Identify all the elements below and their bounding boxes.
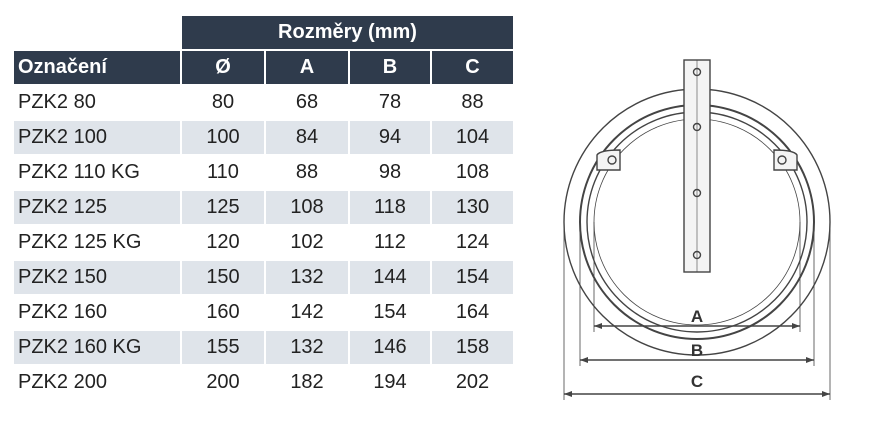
cell-value: 132 xyxy=(266,331,348,364)
cell-value: 84 xyxy=(266,121,348,154)
cell-value: 142 xyxy=(290,301,324,323)
row-name: PZK2 200 xyxy=(18,371,107,393)
column-header: A xyxy=(266,51,348,84)
cell-value: 68 xyxy=(295,91,319,113)
column-header: Označení xyxy=(14,51,180,84)
row-name: PZK2 100 xyxy=(14,121,180,154)
cell-value: 144 xyxy=(350,261,430,294)
group-header: Rozměry (mm) xyxy=(182,16,513,49)
cell-value: 120 xyxy=(206,231,240,253)
cell-value: 110 xyxy=(207,161,239,183)
cell-value: 78 xyxy=(378,91,402,113)
cell-value: 94 xyxy=(350,121,430,154)
cell-value: 130 xyxy=(432,191,513,224)
cell-value: 160 xyxy=(206,301,240,323)
cell-value: 104 xyxy=(432,121,513,154)
row-name: PZK2 125 xyxy=(14,191,180,224)
cell-value: 80 xyxy=(211,91,235,113)
cell-value: 100 xyxy=(182,121,264,154)
cell-value: 194 xyxy=(373,371,407,393)
cell-value: 124 xyxy=(455,231,490,253)
cell-value: 108 xyxy=(266,191,348,224)
row-name: PZK2 125 KG xyxy=(18,231,142,253)
row-name: PZK2 80 xyxy=(18,91,96,113)
column-header: B xyxy=(350,51,430,84)
dim-label: B xyxy=(691,341,703,360)
cell-value: 150 xyxy=(182,261,264,294)
cell-value: 108 xyxy=(455,161,490,183)
cell-value: 98 xyxy=(378,161,402,183)
dim-label: A xyxy=(691,307,703,326)
cell-value: 164 xyxy=(455,301,490,323)
cell-value: 182 xyxy=(290,371,324,393)
cell-value: 200 xyxy=(206,371,240,393)
column-header: C xyxy=(432,51,513,84)
dim-label: C xyxy=(691,372,703,391)
cell-value: 132 xyxy=(266,261,348,294)
cell-value: 88 xyxy=(461,91,484,113)
cell-value: 155 xyxy=(182,331,264,364)
row-name: PZK2 160 xyxy=(18,301,107,323)
cell-value: 202 xyxy=(455,371,490,393)
cell-value: 102 xyxy=(290,231,324,253)
cell-value: 154 xyxy=(432,261,513,294)
cell-value: 112 xyxy=(374,231,406,253)
cell-value: 125 xyxy=(182,191,264,224)
cell-value: 154 xyxy=(373,301,407,323)
row-name: PZK2 110 KG xyxy=(18,161,140,183)
cell-value: 118 xyxy=(350,191,430,224)
cell-value: 158 xyxy=(432,331,513,364)
row-name: PZK2 150 xyxy=(14,261,180,294)
column-header: Ø xyxy=(182,51,264,84)
row-name: PZK2 160 KG xyxy=(14,331,180,364)
cell-value: 146 xyxy=(350,331,430,364)
cell-value: 88 xyxy=(295,161,319,183)
